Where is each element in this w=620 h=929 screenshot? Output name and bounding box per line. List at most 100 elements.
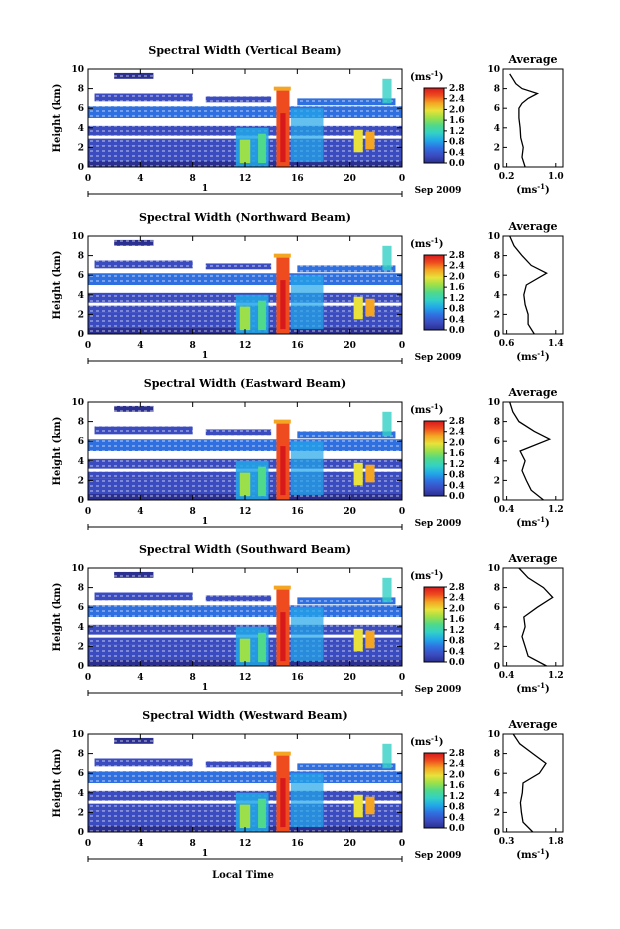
heatmap-field bbox=[88, 568, 402, 666]
colorbar-tick-label: 0.4 bbox=[449, 813, 465, 823]
panel-title: Spectral Width (Westward Beam) bbox=[142, 709, 347, 722]
y-tick-label: 8 bbox=[78, 584, 84, 594]
colorbar-tick-label: 1.2 bbox=[449, 460, 465, 470]
colorbar-tick-label: 1.6 bbox=[449, 449, 465, 459]
avg-y-tick-label: 2 bbox=[494, 808, 500, 818]
x-tick-label: 4 bbox=[137, 839, 143, 849]
y-tick-label: 4 bbox=[78, 124, 84, 134]
panel-title: Spectral Width (Southward Beam) bbox=[139, 543, 351, 556]
avg-frame bbox=[502, 401, 564, 501]
colorbar-tick-label: 2.8 bbox=[449, 84, 465, 94]
heat-eve-b bbox=[365, 630, 375, 649]
avg-x-tick-label: 0.3 bbox=[499, 837, 515, 847]
avg-y-tick-label: 6 bbox=[494, 104, 500, 114]
date-label: Sep 2009 bbox=[415, 353, 462, 363]
avg-y-tick-label: 4 bbox=[494, 124, 500, 134]
colorbar-tick-label: 1.2 bbox=[449, 127, 465, 137]
heat-turb-green-b bbox=[258, 466, 266, 497]
y-tick-label: 0 bbox=[78, 828, 84, 838]
date-label: Sep 2009 bbox=[415, 685, 462, 695]
heat-eve-high bbox=[382, 743, 392, 769]
panel-0: Spectral Width (Vertical Beam)0246810Hei… bbox=[52, 44, 564, 197]
heat-column-wake bbox=[290, 275, 324, 330]
heat-eve-a bbox=[353, 462, 363, 486]
colorbar-unit: (ms-1) bbox=[410, 69, 443, 83]
heat-column-core bbox=[280, 113, 286, 163]
panel-1: Spectral Width (Northward Beam)0246810He… bbox=[52, 211, 564, 364]
avg-y-tick-label: 8 bbox=[494, 85, 500, 95]
avg-y-tick-label: 2 bbox=[494, 476, 500, 486]
avg-unit: (ms-1) bbox=[516, 681, 549, 695]
x-tick-label: 16 bbox=[291, 341, 304, 351]
avg-y-tick-label: 8 bbox=[494, 418, 500, 428]
heat-column-core bbox=[280, 778, 286, 828]
panel-title: Spectral Width (Northward Beam) bbox=[139, 211, 351, 224]
colorbar-tick-label: 0.4 bbox=[449, 647, 465, 657]
day-marker: 1 bbox=[202, 683, 208, 693]
x-tick-label: 0 bbox=[85, 839, 91, 849]
y-tick-label: 8 bbox=[78, 85, 84, 95]
y-tick-label: 6 bbox=[78, 437, 84, 447]
colorbar-tick-label: 0.8 bbox=[449, 305, 465, 315]
x-tick-label: 0 bbox=[85, 507, 91, 517]
avg-title: Average bbox=[507, 220, 557, 233]
colorbar-tick-label: 2.4 bbox=[449, 262, 465, 272]
colorbar-tick-label: 0.8 bbox=[449, 803, 465, 813]
heat-eve-b bbox=[365, 464, 375, 483]
colorbar-tick-label: 2.4 bbox=[449, 760, 465, 770]
y-axis-label: Height (km) bbox=[52, 251, 63, 320]
colorbar-tick-label: 0.0 bbox=[449, 326, 465, 336]
avg-y-tick-label: 4 bbox=[494, 291, 500, 301]
avg-y-tick-label: 6 bbox=[494, 437, 500, 447]
x-tick-label: 4 bbox=[137, 673, 143, 683]
avg-profile-line bbox=[509, 401, 552, 501]
heat-turb-green-b bbox=[258, 798, 266, 829]
avg-y-tick-label: 8 bbox=[494, 252, 500, 262]
y-tick-label: 0 bbox=[78, 496, 84, 506]
x-tick-label: 0 bbox=[399, 341, 405, 351]
y-tick-label: 4 bbox=[78, 291, 84, 301]
avg-y-tick-label: 8 bbox=[494, 584, 500, 594]
heat-eve-a bbox=[353, 296, 363, 320]
x-tick-label: 8 bbox=[190, 341, 196, 351]
y-axis-label: Height (km) bbox=[52, 749, 63, 818]
x-axis-label: Local Time bbox=[212, 870, 274, 881]
colorbar-tick-label: 2.8 bbox=[449, 583, 465, 593]
heat-column-top bbox=[273, 419, 291, 424]
y-tick-label: 8 bbox=[78, 418, 84, 428]
colorbar-tick-label: 1.2 bbox=[449, 294, 465, 304]
heat-column-core bbox=[280, 612, 286, 662]
y-tick-label: 2 bbox=[78, 476, 84, 486]
avg-title: Average bbox=[507, 53, 557, 66]
x-tick-label: 16 bbox=[291, 673, 304, 683]
y-tick-label: 2 bbox=[78, 310, 84, 320]
y-tick-label: 6 bbox=[78, 104, 84, 114]
heat-turb-green-b bbox=[258, 632, 266, 663]
x-tick-label: 20 bbox=[343, 673, 356, 683]
heat-column-top bbox=[273, 751, 291, 756]
colorbar-tick-label: 2.0 bbox=[449, 105, 465, 115]
heat-column-top bbox=[273, 585, 291, 590]
y-tick-label: 6 bbox=[78, 769, 84, 779]
colorbar-tick-label: 2.4 bbox=[449, 594, 465, 604]
day-marker: 1 bbox=[202, 849, 208, 859]
y-tick-label: 6 bbox=[78, 603, 84, 613]
heat-eve-high bbox=[382, 411, 392, 437]
avg-title: Average bbox=[507, 386, 557, 399]
colorbar-tick-label: 2.8 bbox=[449, 251, 465, 261]
x-tick-label: 20 bbox=[343, 174, 356, 184]
colorbar-tick-label: 1.6 bbox=[449, 615, 465, 625]
heat-column-top bbox=[273, 253, 291, 258]
avg-unit: (ms-1) bbox=[516, 515, 549, 529]
avg-y-tick-label: 4 bbox=[494, 623, 500, 633]
avg-y-tick-label: 0 bbox=[494, 163, 500, 173]
heat-eve-high bbox=[382, 577, 392, 603]
heat-eve-b bbox=[365, 796, 375, 815]
avg-y-tick-label: 4 bbox=[494, 789, 500, 799]
y-tick-label: 0 bbox=[78, 662, 84, 672]
colorbar-tick-label: 0.0 bbox=[449, 658, 465, 668]
avg-y-tick-label: 10 bbox=[487, 398, 500, 408]
avg-x-tick-label: 0.4 bbox=[499, 671, 515, 681]
y-tick-label: 0 bbox=[78, 163, 84, 173]
x-tick-label: 16 bbox=[291, 839, 304, 849]
